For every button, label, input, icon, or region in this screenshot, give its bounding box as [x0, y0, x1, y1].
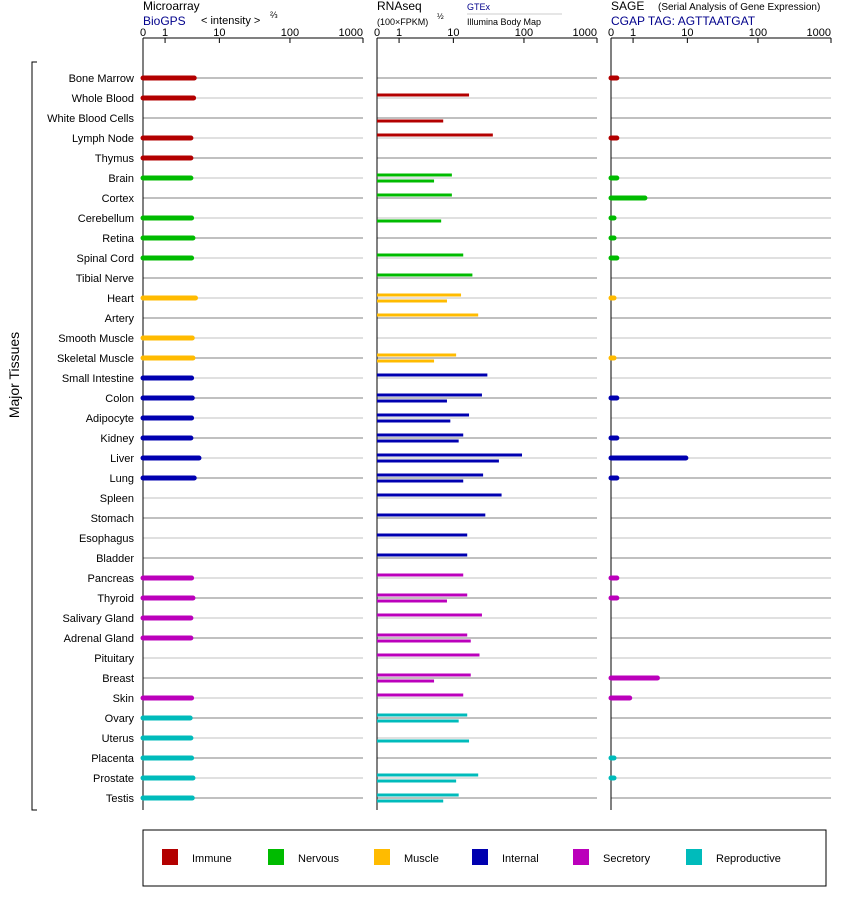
tissue-label: Prostate [93, 773, 134, 785]
tissue-label: Retina [102, 233, 135, 245]
microarray-panel: 0 1 10 100 1000 [140, 27, 364, 810]
tissue-label: Small Intestine [62, 373, 134, 385]
tissue-label: Skeletal Muscle [57, 353, 134, 365]
tissue-label: Smooth Muscle [58, 333, 134, 345]
tissue-label: Kidney [100, 433, 134, 445]
tissue-label: Colon [105, 393, 134, 405]
tissue-label: Lung [110, 473, 134, 485]
rnaseq-title: RNAseq [377, 0, 422, 13]
microarray-header: Microarray BioGPS < intensity > ⅔ [143, 0, 278, 28]
tissue-label: Cortex [102, 193, 135, 205]
legend-label-internal: Internal [502, 853, 539, 865]
tissue-label: Thymus [95, 153, 135, 165]
tissue-label: Breast [102, 673, 134, 685]
rnaseq-subtitle: Illumina Body Map [467, 17, 541, 27]
legend-swatch-reproductive [686, 849, 702, 865]
tissue-label: Salivary Gland [62, 613, 134, 625]
x-tick-label: 0 [608, 27, 614, 39]
tissue-label: Whole Blood [72, 93, 134, 105]
legend-label-muscle: Muscle [404, 853, 439, 865]
legend-label-immune: Immune [192, 853, 232, 865]
tissue-label: Esophagus [79, 533, 135, 545]
tissue-label: Bone Marrow [69, 73, 134, 85]
tissue-label: Liver [110, 453, 134, 465]
tissue-label: Spleen [100, 493, 134, 505]
tissue-label: Tibial Nerve [76, 273, 134, 285]
x-tick-label: 100 [749, 27, 767, 39]
legend-swatch-muscle [374, 849, 390, 865]
legend-swatch-immune [162, 849, 178, 865]
legend: Immune Nervous Muscle Internal Secretory Repr… [162, 849, 781, 865]
tissue-label: Heart [107, 293, 134, 305]
tissue-label: Cerebellum [78, 213, 134, 225]
x-tick-label: 0 [374, 27, 380, 39]
legend-label-secretory: Secretory [603, 853, 651, 865]
tissue-label: Lymph Node [72, 133, 134, 145]
microarray-unit: < intensity > [201, 15, 260, 27]
tissue-label: Uterus [102, 733, 135, 745]
x-tick-label: 100 [515, 27, 533, 39]
tissue-label: Ovary [105, 713, 135, 725]
rnaseq-unit: (100×FPKM) [377, 17, 428, 27]
gtex-link[interactable]: GTEx [467, 2, 491, 12]
tissue-labels: Bone Marrow Whole Blood White Blood Cells L… [47, 73, 135, 805]
microarray-unit-exponent: ⅔ [270, 10, 278, 20]
x-tick-label: 1 [396, 27, 402, 39]
x-tick-label: 10 [213, 27, 225, 39]
panels: 0 1 10 100 1000 0 1 10 100 1000 0 1 10 100 1000 [140, 27, 832, 810]
tissue-bracket [31, 61, 37, 811]
tissue-label: Pituitary [94, 653, 134, 665]
rnaseq-panel: 0 1 10 100 1000 [374, 27, 598, 810]
tissue-label: Adipocyte [86, 413, 134, 425]
tissue-label: White Blood Cells [47, 113, 134, 125]
y-axis-label: Major Tissues [6, 332, 22, 418]
rnaseq-unit-exponent: ½ [437, 12, 444, 21]
legend-label-nervous: Nervous [298, 853, 339, 865]
sage-panel: 0 1 10 100 1000 [608, 27, 832, 810]
x-tick-label: 1 [630, 27, 636, 39]
sage-title: SAGE [611, 0, 644, 13]
tissue-label: Artery [105, 313, 135, 325]
x-tick-label: 1000 [573, 27, 597, 39]
rnaseq-header: RNAseq (100×FPKM) ½ GTEx Illumina Body M… [377, 0, 562, 27]
tissue-label: Skin [113, 693, 134, 705]
sage-header: SAGE (Serial Analysis of Gene Expression… [611, 0, 820, 28]
x-tick-label: 10 [447, 27, 459, 39]
sage-subtitle: (Serial Analysis of Gene Expression) [658, 2, 820, 13]
x-tick-label: 100 [281, 27, 299, 39]
legend-label-reproductive: Reproductive [716, 853, 781, 865]
tissue-label: Spinal Cord [77, 253, 134, 265]
sage-tag-label: CGAP TAG: AGTTAATGAT [611, 14, 756, 28]
legend-swatch-internal [472, 849, 488, 865]
tissue-label: Thyroid [97, 593, 134, 605]
microarray-title: Microarray [143, 0, 200, 13]
tissue-label: Stomach [91, 513, 134, 525]
tissue-label: Pancreas [88, 573, 135, 585]
x-tick-label: 1000 [807, 27, 831, 39]
x-tick-label: 1 [162, 27, 168, 39]
x-tick-label: 10 [681, 27, 693, 39]
tissue-label: Brain [108, 173, 134, 185]
legend-swatch-secretory [573, 849, 589, 865]
tissue-label: Testis [106, 793, 135, 805]
x-tick-label: 1000 [339, 27, 363, 39]
biogps-link[interactable]: BioGPS [143, 14, 186, 28]
tissue-label: Placenta [91, 753, 135, 765]
tissue-label: Bladder [96, 553, 134, 565]
tissue-label: Adrenal Gland [64, 633, 134, 645]
x-tick-label: 0 [140, 27, 146, 39]
legend-swatch-nervous [268, 849, 284, 865]
